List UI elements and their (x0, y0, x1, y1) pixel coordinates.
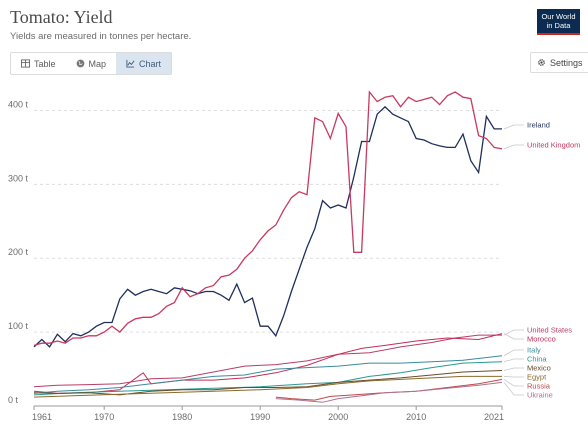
tab-map-label: Map (88, 58, 107, 69)
chart-title: Tomato: Yield (10, 7, 113, 27)
y-tick-label: 0 t (8, 395, 19, 405)
tab-table[interactable]: Table (11, 53, 66, 74)
x-tick-label: 2010 (406, 412, 426, 422)
settings-button[interactable]: Settings (530, 52, 588, 73)
series-labels: Ireland United Kingdom United StatesMorocc… (503, 121, 580, 400)
y-tick-label: 100 t (8, 321, 29, 331)
series-label-china[interactable]: China (527, 355, 547, 364)
tab-chart-label: Chart (139, 58, 162, 69)
tab-map[interactable]: Map (66, 53, 117, 74)
series-line-italy[interactable] (33, 355, 503, 394)
label-connector-ukraine (503, 382, 524, 396)
series-label-morocco[interactable]: Morocco (527, 335, 556, 344)
tab-chart[interactable]: Chart (116, 53, 172, 74)
x-tick-label: 2000 (328, 412, 348, 422)
label-connector-china (503, 358, 524, 363)
y-tick-label: 300 t (8, 173, 29, 183)
series-label-ireland[interactable]: Ireland (527, 121, 550, 130)
series-label-mexico[interactable]: Mexico (527, 364, 551, 373)
line-chart-icon (126, 59, 135, 68)
series-line-ireland[interactable] (33, 105, 502, 348)
series-line-russia[interactable] (275, 378, 503, 401)
x-tick-label: 1980 (172, 412, 192, 422)
tab-table-label: Table (34, 58, 56, 69)
series-lines (33, 90, 503, 403)
x-axis: 1961 1970 1980 1990 2000 2010 2021 (32, 406, 504, 422)
series-label-italy[interactable]: Italy (527, 346, 541, 355)
label-connector-russia (503, 379, 524, 387)
label-connector-morocco (503, 333, 524, 340)
y-axis: 0 t 100 t 200 t 300 t 400 t (8, 99, 29, 405)
series-line-china[interactable] (33, 361, 503, 396)
settings-label: Settings (550, 57, 583, 68)
series-line-morocco[interactable] (33, 333, 503, 394)
grid (34, 109, 502, 407)
series-label-russia[interactable]: Russia (527, 382, 551, 391)
label-connector-ireland (503, 124, 524, 130)
series-label-ukraine[interactable]: Ukraine (527, 391, 553, 400)
series-label-united-kingdom[interactable]: United Kingdom (527, 141, 580, 150)
series-line-mexico[interactable] (33, 370, 503, 396)
x-tick-label: 1970 (94, 412, 114, 422)
x-tick-label: 1961 (32, 412, 52, 422)
series-line-united-states[interactable] (33, 334, 502, 388)
label-connector-mexico (503, 367, 524, 371)
series-label-united-states[interactable]: United States (527, 326, 572, 335)
gear-icon (538, 59, 545, 66)
y-tick-label: 200 t (8, 247, 29, 257)
y-tick-label: 400 t (8, 99, 29, 109)
chart-subtitle: Yields are measured in tonnes per hectar… (10, 31, 192, 42)
label-connector-italy (503, 349, 524, 357)
logo-line-1: Our World (541, 12, 576, 21)
logo-line-2: in Data (546, 21, 571, 30)
view-tabs: Table Map Chart (10, 52, 173, 75)
series-line-united-kingdom[interactable] (33, 90, 503, 347)
series-line-ukraine[interactable] (275, 381, 503, 403)
table-icon (21, 59, 30, 68)
label-connector-united-kingdom (503, 144, 524, 150)
x-tick-label: 2021 (484, 412, 504, 422)
owid-logo[interactable]: Our World in Data (537, 9, 580, 35)
series-label-egypt[interactable]: Egypt (527, 373, 547, 382)
series-line-egypt[interactable] (33, 375, 502, 398)
label-connector-united-states (503, 329, 524, 336)
globe-icon (76, 59, 84, 68)
x-tick-label: 1990 (250, 412, 270, 422)
label-connector-egypt (503, 376, 524, 378)
